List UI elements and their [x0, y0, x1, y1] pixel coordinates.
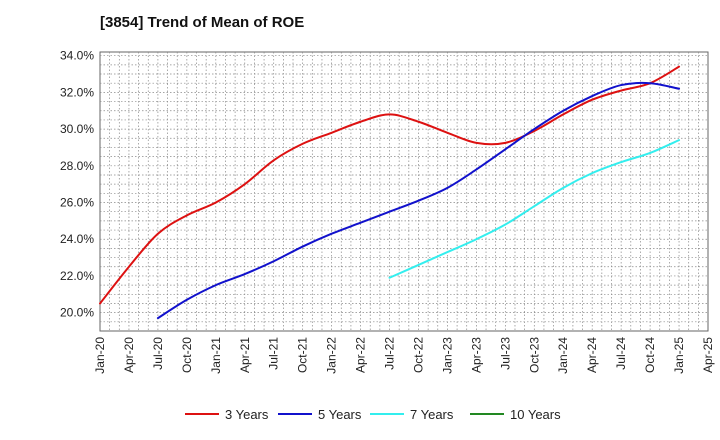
x-tick-label: Jan-21 [209, 337, 223, 374]
y-tick-label: 26.0% [60, 196, 94, 210]
y-tick-label: 22.0% [60, 269, 94, 283]
y-tick-label: 20.0% [60, 306, 94, 320]
x-tick-label: Jul-22 [383, 337, 397, 370]
y-axis: 20.0% 22.0% 24.0% 26.0% 28.0% 30.0% 32.0% 34.0% [60, 49, 94, 320]
x-tick-label: Jan-23 [440, 337, 454, 374]
y-tick-label: 24.0% [60, 232, 94, 246]
x-tick-label: Oct-20 [180, 337, 194, 373]
legend-label: 10 Years [510, 407, 561, 422]
x-tick-label: Jan-24 [556, 337, 570, 374]
x-tick-label: Apr-23 [469, 337, 483, 373]
x-tick-label: Oct-23 [527, 337, 541, 373]
x-tick-label: Apr-25 [701, 337, 715, 373]
series-line-3-years [99, 65, 681, 305]
x-tick-label: Oct-22 [411, 337, 425, 373]
series-layer [99, 65, 681, 320]
y-tick-label: 28.0% [60, 159, 94, 173]
legend-label: 3 Years [225, 407, 269, 422]
legend-label: 7 Years [410, 407, 454, 422]
x-tick-label: Jul-23 [498, 337, 512, 370]
y-tick-label: 30.0% [60, 122, 94, 136]
plot-border [99, 51, 709, 332]
x-tick-label: Apr-22 [354, 337, 368, 373]
series-line-7-years [388, 139, 681, 279]
x-tick-label: Jan-25 [672, 337, 686, 374]
legend: 3 Years 5 Years 7 Years 10 Years [185, 407, 561, 422]
x-tick-label: Jan-20 [93, 337, 107, 374]
x-tick-label: Jan-22 [325, 337, 339, 374]
x-tick-label: Jul-24 [614, 337, 628, 370]
y-tick-label: 32.0% [60, 85, 94, 99]
grid-lines [100, 52, 708, 331]
x-tick-label: Apr-20 [122, 337, 136, 373]
series-line-5-years [156, 81, 681, 320]
x-tick-label: Oct-24 [643, 337, 657, 373]
x-tick-label: Oct-21 [296, 337, 310, 373]
chart-title: [3854] Trend of Mean of ROE [100, 14, 305, 31]
y-tick-label: 34.0% [60, 49, 94, 63]
x-axis: Jan-20 Apr-20 Jul-20 Oct-20 Jan-21 Apr-21 Jul-… [93, 337, 715, 374]
x-tick-label: Apr-24 [585, 337, 599, 373]
x-tick-label: Jul-21 [267, 337, 281, 370]
x-tick-label: Apr-21 [238, 337, 252, 373]
x-tick-label: Jul-20 [151, 337, 165, 370]
plot-area [99, 51, 709, 332]
legend-label: 5 Years [318, 407, 362, 422]
